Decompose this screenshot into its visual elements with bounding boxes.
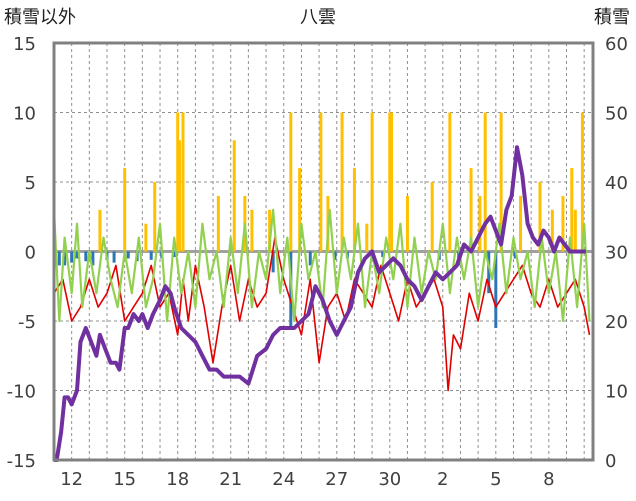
wind_blue-bar <box>149 251 153 260</box>
precip-bar <box>519 195 523 252</box>
y-left-tick-label: 5 <box>25 173 36 194</box>
y-left-tick-label: 0 <box>25 243 36 264</box>
wind_blue-bar <box>63 251 67 266</box>
wind_blue-bar <box>57 251 61 266</box>
y-right-tick-label: 30 <box>605 243 628 264</box>
temp_red-line <box>53 236 591 392</box>
precip-bar <box>153 182 157 252</box>
temp_green-line <box>52 208 591 323</box>
chart-title: 八雲 <box>300 7 336 28</box>
y-left-tick-label: 15 <box>13 34 36 55</box>
wind_blue-bar <box>70 251 74 263</box>
precip-bar <box>123 168 127 252</box>
y-right-tick-label: 20 <box>605 312 628 333</box>
precip-bar <box>181 112 185 252</box>
wind_blue-bar <box>494 251 498 328</box>
y-right-tick-label: 60 <box>605 34 628 55</box>
x-tick-label: 24 <box>272 469 295 490</box>
x-tick-label: 18 <box>166 469 189 490</box>
y-right-tick-label: 10 <box>605 382 628 403</box>
x-tick-label: 2 <box>437 469 448 490</box>
wind_blue-bar <box>91 251 95 266</box>
precip-bar <box>216 195 220 252</box>
precip-bar <box>388 112 392 252</box>
wind_blue-bar <box>381 251 385 258</box>
precip-bar <box>469 168 473 252</box>
precip-bar <box>289 112 293 252</box>
right-axis-label: 積雪 <box>594 7 630 28</box>
precip-bar <box>478 195 482 252</box>
x-tick-label: 5 <box>490 469 501 490</box>
precip-bar <box>319 112 323 252</box>
precip-bar <box>298 168 302 252</box>
y-right-tick-label: 40 <box>605 173 628 194</box>
precip-bar <box>580 112 584 252</box>
x-tick-label: 12 <box>60 469 83 490</box>
snow_depth-line <box>54 145 586 462</box>
x-tick-label: 21 <box>219 469 242 490</box>
precip-bar <box>448 112 452 252</box>
wind_blue-bar <box>333 251 337 260</box>
wind_blue-bar <box>172 251 176 258</box>
precip-bar <box>340 112 344 252</box>
precip-bar <box>268 209 272 252</box>
line-series <box>52 145 591 462</box>
precip-bar <box>98 209 102 252</box>
precip-bar <box>550 209 554 252</box>
y-left-tick-label: -5 <box>18 312 36 333</box>
y-left-tick-label: 10 <box>13 104 36 125</box>
wind_blue-bar <box>271 251 275 273</box>
precip-bar <box>232 140 236 252</box>
x-tick-label: 27 <box>325 469 348 490</box>
y-right-tick-label: 0 <box>605 451 616 472</box>
precip-bar <box>499 112 503 252</box>
wind_blue-bar <box>513 251 517 259</box>
wind_blue-bar <box>84 251 88 262</box>
precip-bar <box>561 195 565 252</box>
precip-bar <box>144 223 148 252</box>
x-tick-label: 30 <box>378 469 401 490</box>
left-axis-label: 積雪以外 <box>4 7 76 28</box>
x-tick-label: 15 <box>113 469 136 490</box>
precip-bar <box>570 168 574 252</box>
plot-frame <box>52 41 595 462</box>
precip-bar <box>176 112 180 252</box>
precip-bar <box>250 209 254 252</box>
precip-bar <box>352 168 356 252</box>
precip-bar <box>573 209 577 252</box>
y-left-tick-label: -15 <box>7 451 36 472</box>
y-left-tick-label: -10 <box>7 382 36 403</box>
y-right-tick-label: 50 <box>605 104 628 125</box>
wind_blue-bar <box>112 251 116 263</box>
precip-bar <box>390 112 394 252</box>
precip-bar <box>370 112 374 252</box>
x-tick-label: 8 <box>543 469 554 490</box>
wind_blue-bar <box>126 251 130 259</box>
wind_blue-bar <box>487 251 491 294</box>
precip-bar <box>405 195 409 252</box>
precip-bar <box>365 223 369 252</box>
precip-bar <box>430 182 434 252</box>
wind_blue-bar <box>308 251 312 266</box>
precip-bar <box>538 182 542 252</box>
precip-bar <box>177 140 181 252</box>
precip-bar <box>483 112 487 252</box>
wind_blue-bar <box>75 251 79 259</box>
bar-series <box>57 112 584 328</box>
